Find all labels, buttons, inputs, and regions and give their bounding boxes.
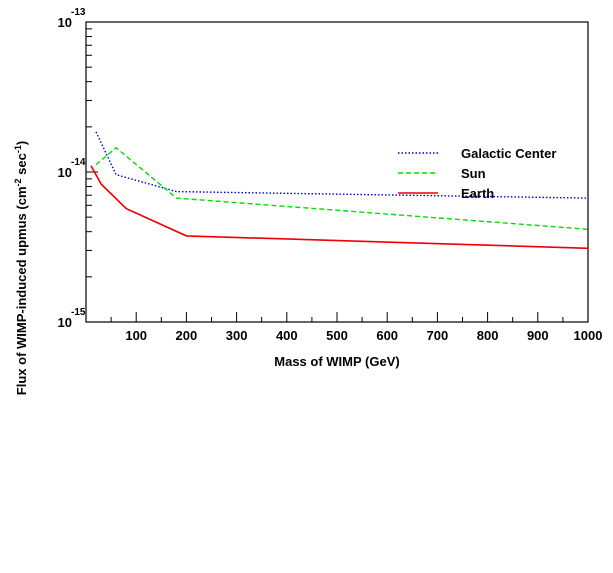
x-tick-label: 1000 <box>574 328 603 343</box>
y-tick-exponent: -15 <box>71 307 86 318</box>
x-tick-label: 300 <box>226 328 248 343</box>
series-line-sun <box>95 146 589 230</box>
y-tick-exponent: -13 <box>71 7 86 18</box>
y-tick-label: 10 <box>58 315 72 330</box>
x-axis-title: Mass of WIMP (GeV) <box>274 354 399 369</box>
legend-label: Galactic Center <box>461 146 556 161</box>
x-tick-label: 800 <box>477 328 499 343</box>
x-tick-label: 400 <box>276 328 298 343</box>
y-tick-exponent: -14 <box>71 157 86 168</box>
x-tick-label: 900 <box>527 328 549 343</box>
series-layer <box>90 131 589 250</box>
x-axis-ticks: 100 200 300 400 500 600 700 800 900 1000 <box>110 312 603 343</box>
legend: Galactic Center Sun Earth <box>398 146 556 201</box>
series-line-earth <box>90 165 589 250</box>
x-tick-label: 100 <box>125 328 147 343</box>
x-tick-label: 700 <box>427 328 449 343</box>
y-tick-label: 10 <box>58 165 72 180</box>
x-tick-label: 600 <box>376 328 398 343</box>
y-axis-title: Flux of WIMP-induced upmus (cm-2 sec-1) <box>13 141 29 395</box>
y-tick-label: 10 <box>58 15 72 30</box>
legend-label: Sun <box>461 166 486 181</box>
x-tick-label: 500 <box>326 328 348 343</box>
legend-label: Earth <box>461 186 494 201</box>
x-tick-label: 200 <box>176 328 198 343</box>
series-line-galactic-center <box>95 131 589 199</box>
plot-frame <box>85 21 589 323</box>
